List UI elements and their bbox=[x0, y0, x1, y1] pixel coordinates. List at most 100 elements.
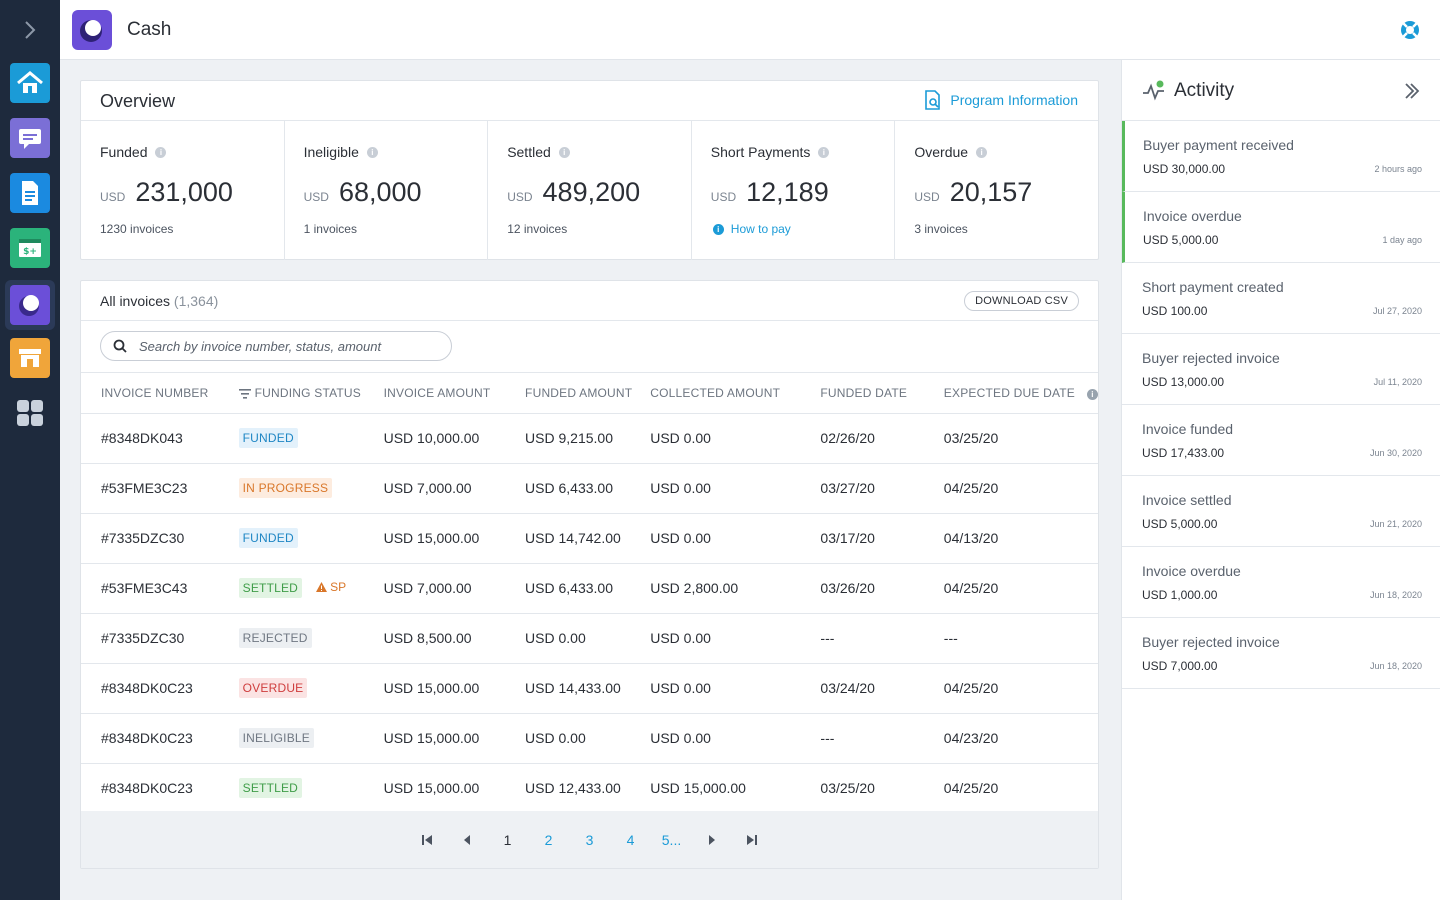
sidebar-app-home[interactable] bbox=[10, 63, 50, 103]
page-5[interactable]: 5... bbox=[661, 831, 682, 848]
column-invoice-number[interactable]: INVOICE NUMBER bbox=[101, 385, 209, 400]
stat-funded: Funded i USD 231,000 1230 invoices bbox=[81, 121, 285, 260]
sidebar-app-documents[interactable] bbox=[10, 173, 50, 213]
page-3[interactable]: 3 bbox=[585, 831, 594, 848]
table-row[interactable]: #7335DZC30 REJECTED USD 8,500.00 USD 0.0… bbox=[81, 613, 1098, 663]
info-icon[interactable]: i bbox=[558, 146, 570, 158]
cash-app-tile bbox=[10, 285, 50, 325]
activity-item-amount: USD 100.00 bbox=[1142, 304, 1208, 318]
info-icon[interactable]: i bbox=[155, 146, 167, 158]
activity-item[interactable]: Invoice overdue USD 1,000.00 Jun 18, 202… bbox=[1122, 547, 1440, 618]
cash-logo-icon bbox=[80, 20, 102, 42]
invoice-amount: USD 15,000.00 bbox=[383, 530, 480, 546]
invoice-amount: USD 15,000.00 bbox=[383, 780, 480, 796]
info-icon[interactable]: i bbox=[366, 146, 378, 158]
invoice-amount: USD 8,500.00 bbox=[383, 630, 472, 646]
collected-amount: USD 0.00 bbox=[650, 630, 711, 646]
activity-item-amount: USD 5,000.00 bbox=[1142, 517, 1218, 531]
chevron-left-icon bbox=[464, 834, 470, 845]
column-collected-amount[interactable]: COLLECTED AMOUNT bbox=[650, 385, 781, 400]
activity-item[interactable]: Buyer payment received USD 30,000.00 2 h… bbox=[1122, 121, 1440, 192]
chevron-right-icon bbox=[709, 834, 715, 845]
activity-item-date: Jul 11, 2020 bbox=[1373, 377, 1422, 387]
column-funded-amount[interactable]: FUNDED AMOUNT bbox=[525, 385, 633, 400]
funded-date: --- bbox=[820, 730, 835, 746]
activity-item[interactable]: Invoice funded USD 17,433.00 Jun 30, 202… bbox=[1122, 405, 1440, 476]
program-information-label: Program Information bbox=[950, 92, 1078, 108]
column-funding-status[interactable]: FUNDING STATUS bbox=[238, 373, 384, 413]
sidebar-app-grid[interactable] bbox=[10, 393, 50, 433]
help-button[interactable] bbox=[1400, 20, 1420, 40]
column-funded-date[interactable]: FUNDED DATE bbox=[820, 385, 908, 400]
search-input[interactable] bbox=[139, 338, 429, 354]
program-information-link[interactable]: Program Information bbox=[924, 90, 1078, 110]
top-bar: Cash bbox=[60, 0, 1440, 60]
app-title: Cash bbox=[127, 19, 172, 40]
table-row[interactable]: #8348DK043 FUNDED USD 10,000.00 USD 9,21… bbox=[81, 413, 1098, 463]
warning-icon bbox=[316, 582, 328, 592]
page-4[interactable]: 4 bbox=[626, 831, 635, 848]
activity-header: Activity bbox=[1122, 60, 1440, 121]
activity-item-title: Buyer rejected invoice bbox=[1142, 350, 1280, 366]
activity-item[interactable]: Buyer rejected invoice USD 13,000.00 Jul… bbox=[1122, 334, 1440, 405]
status-badge: OVERDUE bbox=[238, 678, 308, 698]
how-to-pay-link[interactable]: i How to pay bbox=[712, 222, 791, 236]
expand-sidebar-button[interactable] bbox=[18, 18, 42, 42]
activity-item[interactable]: Short payment created USD 100.00 Jul 27,… bbox=[1122, 263, 1440, 334]
download-csv-button[interactable]: DOWNLOAD CSV bbox=[964, 291, 1079, 311]
expected-due-date: 04/23/20 bbox=[943, 730, 999, 746]
previous-page-button[interactable] bbox=[447, 834, 487, 846]
expected-due-date: 04/25/20 bbox=[943, 580, 999, 596]
activity-item[interactable]: Invoice settled USD 5,000.00 Jun 21, 202… bbox=[1122, 476, 1440, 547]
activity-item-title: Invoice funded bbox=[1142, 421, 1234, 437]
info-icon[interactable]: i bbox=[818, 146, 830, 158]
filter-icon bbox=[238, 388, 251, 399]
stat-overdue: Overdue i USD 20,157 3 invoices bbox=[895, 121, 1098, 260]
first-page-button[interactable] bbox=[407, 834, 447, 846]
chat-icon bbox=[19, 129, 41, 149]
expected-due-date: 04/25/20 bbox=[943, 680, 999, 696]
stat-value: 12,189 bbox=[746, 177, 829, 207]
activity-panel: Activity Buyer payment received USD 30,0… bbox=[1121, 60, 1440, 900]
search-box bbox=[100, 331, 452, 361]
document-search-icon bbox=[925, 90, 941, 110]
page-1[interactable]: 1 bbox=[503, 831, 512, 848]
table-row[interactable]: #8348DK0C23 INELIGIBLE USD 15,000.00 USD… bbox=[81, 713, 1098, 763]
next-page-button[interactable] bbox=[692, 834, 732, 846]
activity-item-amount: USD 1,000.00 bbox=[1142, 588, 1218, 602]
stat-currency: USD bbox=[914, 190, 940, 204]
column-invoice-amount[interactable]: INVOICE AMOUNT bbox=[383, 385, 491, 400]
activity-item[interactable]: Invoice overdue USD 5,000.00 1 day ago bbox=[1122, 192, 1440, 263]
how-to-pay-label: How to pay bbox=[730, 222, 791, 236]
table-row[interactable]: #53FME3C43 SETTLED SP USD 7,000.00 USD 6,… bbox=[81, 563, 1098, 613]
sidebar-app-payments[interactable]: $+ bbox=[10, 228, 50, 268]
overview-title: Overview bbox=[100, 91, 176, 111]
info-icon[interactable]: i bbox=[976, 146, 988, 158]
overview-header: Overview Program Information bbox=[81, 81, 1098, 121]
table-row[interactable]: #53FME3C23 IN PROGRESS USD 7,000.00 USD … bbox=[81, 463, 1098, 513]
column-expected-due-date[interactable]: EXPECTED DUE DATE i bbox=[944, 373, 1098, 413]
activity-item[interactable]: Buyer rejected invoice USD 7,000.00 Jun … bbox=[1122, 618, 1440, 689]
funding-status-cell: IN PROGRESS bbox=[238, 463, 384, 513]
stat-value: 20,157 bbox=[949, 177, 1033, 207]
stat-invoice-count: 3 invoices bbox=[914, 222, 968, 236]
last-page-button[interactable] bbox=[732, 834, 772, 846]
sidebar-app-store[interactable] bbox=[10, 338, 50, 378]
sidebar-app-messages[interactable] bbox=[10, 118, 50, 158]
status-badge: IN PROGRESS bbox=[238, 478, 333, 498]
chevron-right-icon bbox=[25, 21, 36, 39]
page-2[interactable]: 2 bbox=[544, 831, 553, 848]
sidebar-app-cash[interactable] bbox=[5, 280, 55, 330]
info-icon[interactable]: i bbox=[1087, 388, 1098, 400]
table-row[interactable]: #8348DK0C23 OVERDUE USD 15,000.00 USD 14… bbox=[81, 663, 1098, 713]
stat-invoice-count: 12 invoices bbox=[507, 222, 568, 236]
table-row[interactable]: #7335DZC30 FUNDED USD 15,000.00 USD 14,7… bbox=[81, 513, 1098, 563]
funded-date: 02/26/20 bbox=[820, 430, 875, 446]
table-row[interactable]: #8348DK0C23 SETTLED USD 15,000.00 USD 12… bbox=[81, 763, 1098, 813]
collected-amount: USD 0.00 bbox=[650, 530, 711, 546]
short-payment-flag[interactable]: SP bbox=[316, 580, 346, 594]
collected-amount: USD 0.00 bbox=[650, 730, 711, 746]
double-chevron-right-icon[interactable] bbox=[1404, 82, 1420, 100]
funding-status-cell: SETTLED SP bbox=[238, 563, 384, 613]
collected-amount: USD 15,000.00 bbox=[650, 780, 746, 796]
